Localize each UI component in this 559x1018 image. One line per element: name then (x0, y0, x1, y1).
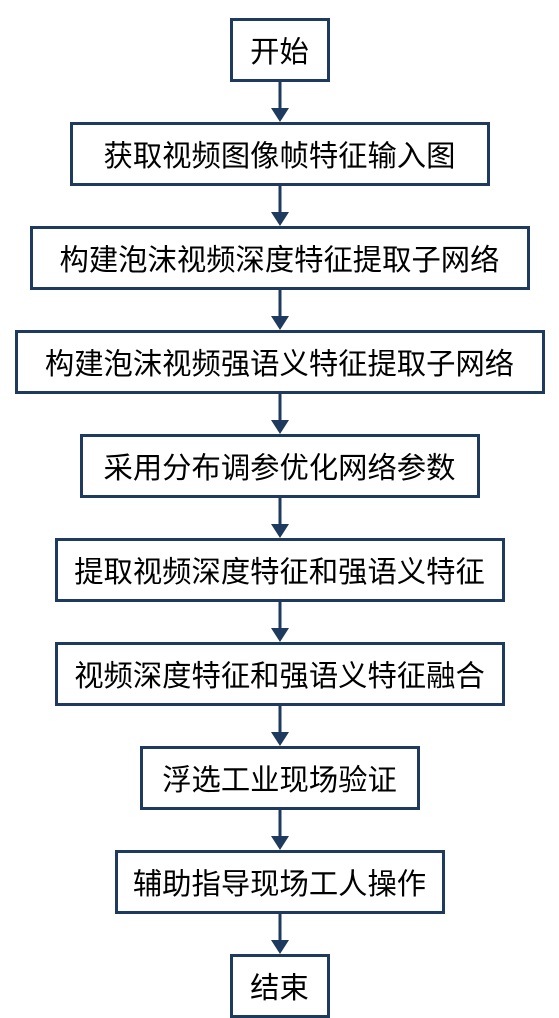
flow-node-label: 浮选工业现场验证 (162, 757, 397, 799)
flow-arrow (269, 82, 291, 122)
flow-node-label: 提取视频深度特征和强语义特征 (74, 549, 485, 591)
flow-node-label: 采用分布调参优化网络参数 (104, 445, 456, 487)
flow-node-label: 结束 (250, 965, 309, 1007)
flow-node-label: 构建泡沫视频强语义特征提取子网络 (45, 341, 514, 383)
flow-node-n7: 浮选工业现场验证 (140, 746, 420, 810)
flow-arrow (269, 290, 291, 330)
flow-arrow (269, 394, 291, 434)
flow-node-start: 开始 (230, 18, 330, 82)
flow-arrow (269, 706, 291, 746)
flow-node-n2: 构建泡沫视频深度特征提取子网络 (30, 226, 530, 290)
flow-node-n3: 构建泡沫视频强语义特征提取子网络 (15, 330, 545, 394)
flow-node-label: 视频深度特征和强语义特征融合 (74, 653, 485, 695)
flow-node-label: 开始 (250, 29, 309, 71)
flow-node-end: 结束 (230, 954, 330, 1018)
flow-node-n5: 提取视频深度特征和强语义特征 (55, 538, 505, 602)
flowchart-container: 开始获取视频图像帧特征输入图构建泡沫视频深度特征提取子网络构建泡沫视频强语义特征… (0, 0, 559, 1018)
flow-node-n1: 获取视频图像帧特征输入图 (70, 122, 490, 186)
flow-arrow (269, 186, 291, 226)
flow-node-n8: 辅助指导现场工人操作 (115, 850, 445, 914)
flow-arrow (269, 914, 291, 954)
flow-arrow (269, 810, 291, 850)
flow-node-n4: 采用分布调参优化网络参数 (80, 434, 480, 498)
flow-arrow (269, 498, 291, 538)
flow-node-label: 辅助指导现场工人操作 (133, 861, 426, 903)
flow-node-label: 构建泡沫视频深度特征提取子网络 (60, 237, 500, 279)
flow-arrow (269, 602, 291, 642)
flow-node-label: 获取视频图像帧特征输入图 (104, 133, 456, 175)
flow-node-n6: 视频深度特征和强语义特征融合 (55, 642, 505, 706)
